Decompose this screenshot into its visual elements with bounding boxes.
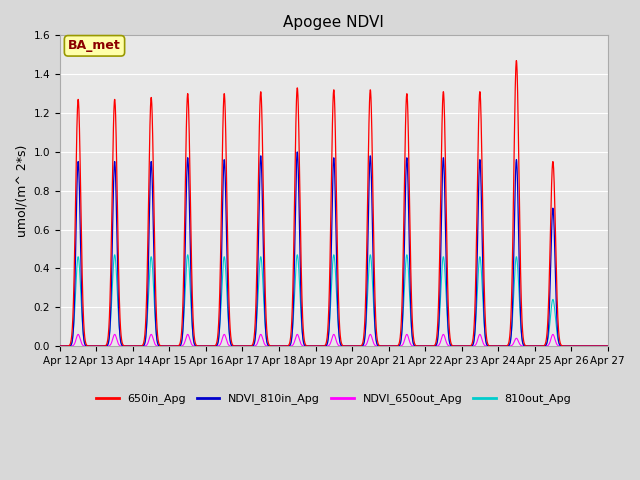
Text: BA_met: BA_met bbox=[68, 39, 121, 52]
Y-axis label: umol/(m^ 2*s): umol/(m^ 2*s) bbox=[15, 144, 28, 237]
Legend: 650in_Apg, NDVI_810in_Apg, NDVI_650out_Apg, 810out_Apg: 650in_Apg, NDVI_810in_Apg, NDVI_650out_A… bbox=[92, 389, 575, 409]
Title: Apogee NDVI: Apogee NDVI bbox=[284, 15, 384, 30]
